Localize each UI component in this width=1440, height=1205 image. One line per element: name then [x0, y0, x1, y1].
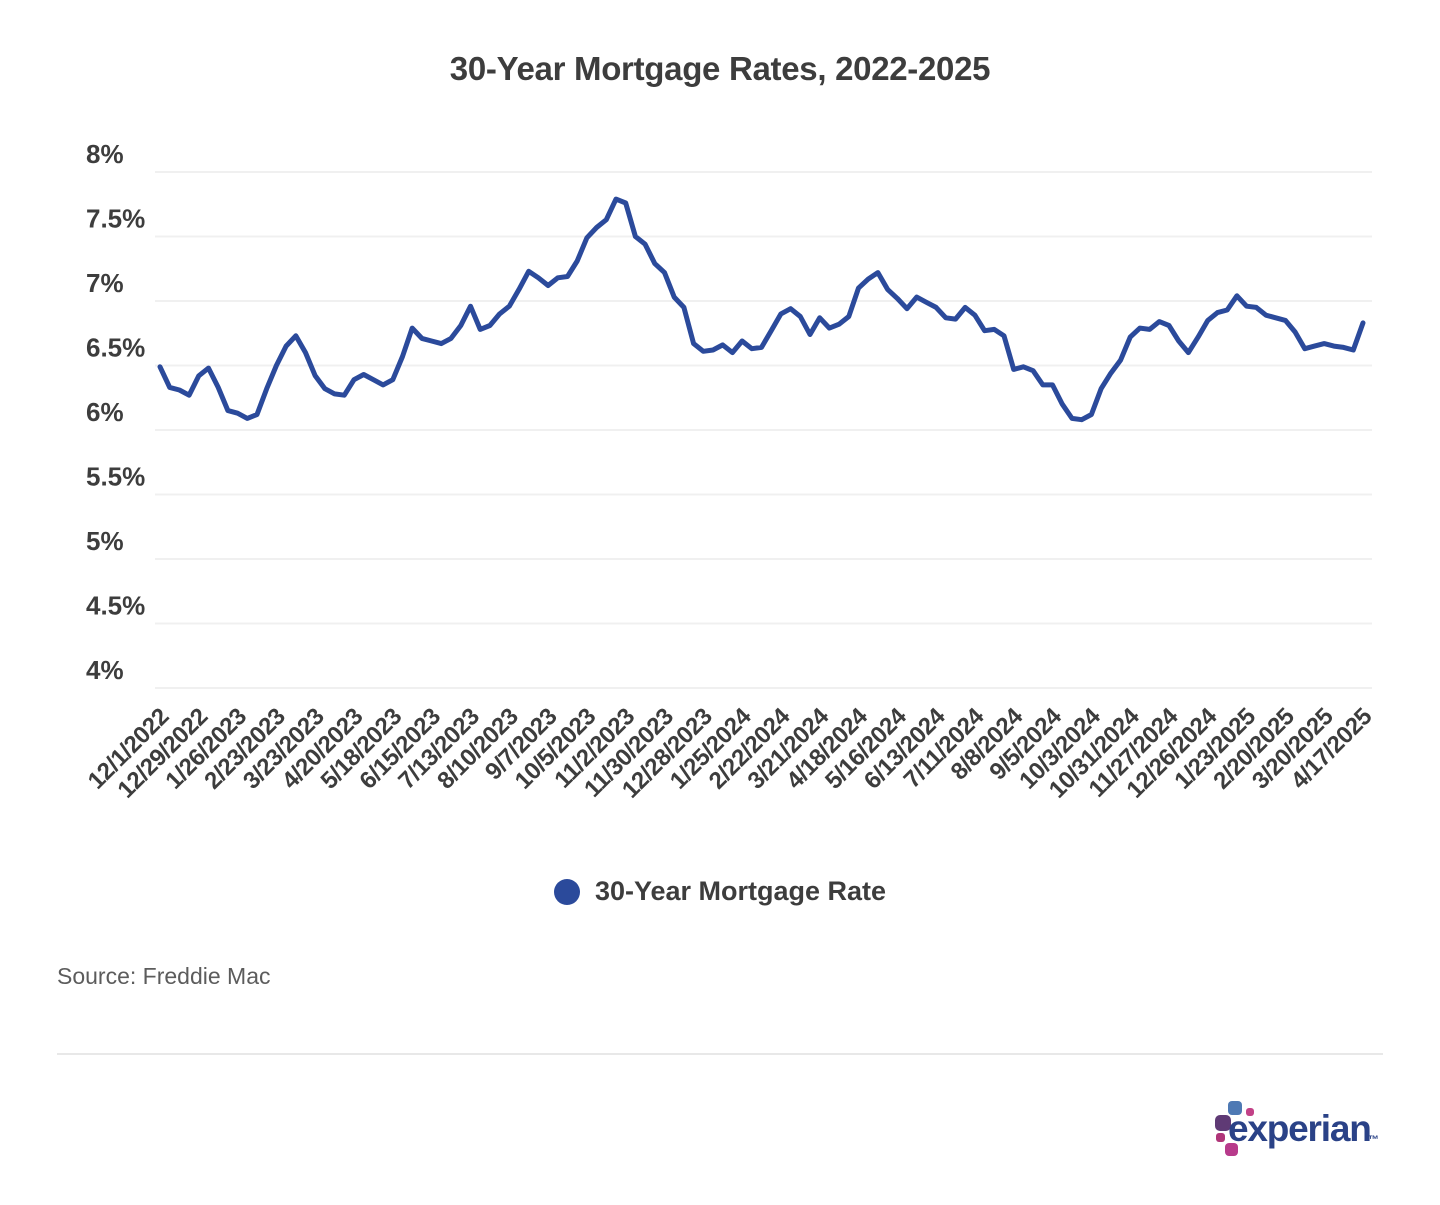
footer-divider — [57, 1053, 1383, 1055]
experian-logo-dot-magenta-top — [1246, 1108, 1254, 1116]
svg-text:6%: 6% — [86, 397, 124, 427]
svg-text:6.5%: 6.5% — [86, 333, 145, 363]
source-attribution: Source: Freddie Mac — [57, 963, 271, 989]
trademark-symbol: ™ — [1368, 1134, 1379, 1146]
chart-title: 30-Year Mortgage Rates, 2022-2025 — [449, 50, 991, 87]
svg-text:7%: 7% — [86, 268, 124, 298]
legend-marker-dot — [553, 878, 580, 905]
svg-text:5%: 5% — [86, 526, 124, 556]
svg-text:7.5%: 7.5% — [86, 204, 145, 234]
mortgage-rate-line-chart: 8%7.5%7%6.5%6%5.5%5%4.5%4%12/1/202212/29… — [83, 139, 1378, 804]
svg-text:5.5%: 5.5% — [86, 462, 145, 492]
experian-logo: experian ™ — [1213, 1088, 1393, 1168]
svg-text:8%: 8% — [86, 139, 124, 169]
svg-text:4.5%: 4.5% — [86, 591, 145, 621]
experian-logo-block-blue — [1228, 1101, 1242, 1115]
svg-text:4%: 4% — [86, 655, 124, 685]
experian-logo-block-purple — [1215, 1115, 1231, 1131]
experian-wordmark: experian — [1228, 1108, 1372, 1149]
experian-logo-dot-magenta-bottom — [1216, 1133, 1225, 1142]
legend-label: 30-Year Mortgage Rate — [594, 876, 887, 906]
chart-legend: 30-Year Mortgage Rate — [0, 876, 1440, 907]
experian-logo-block-magenta — [1225, 1143, 1238, 1156]
